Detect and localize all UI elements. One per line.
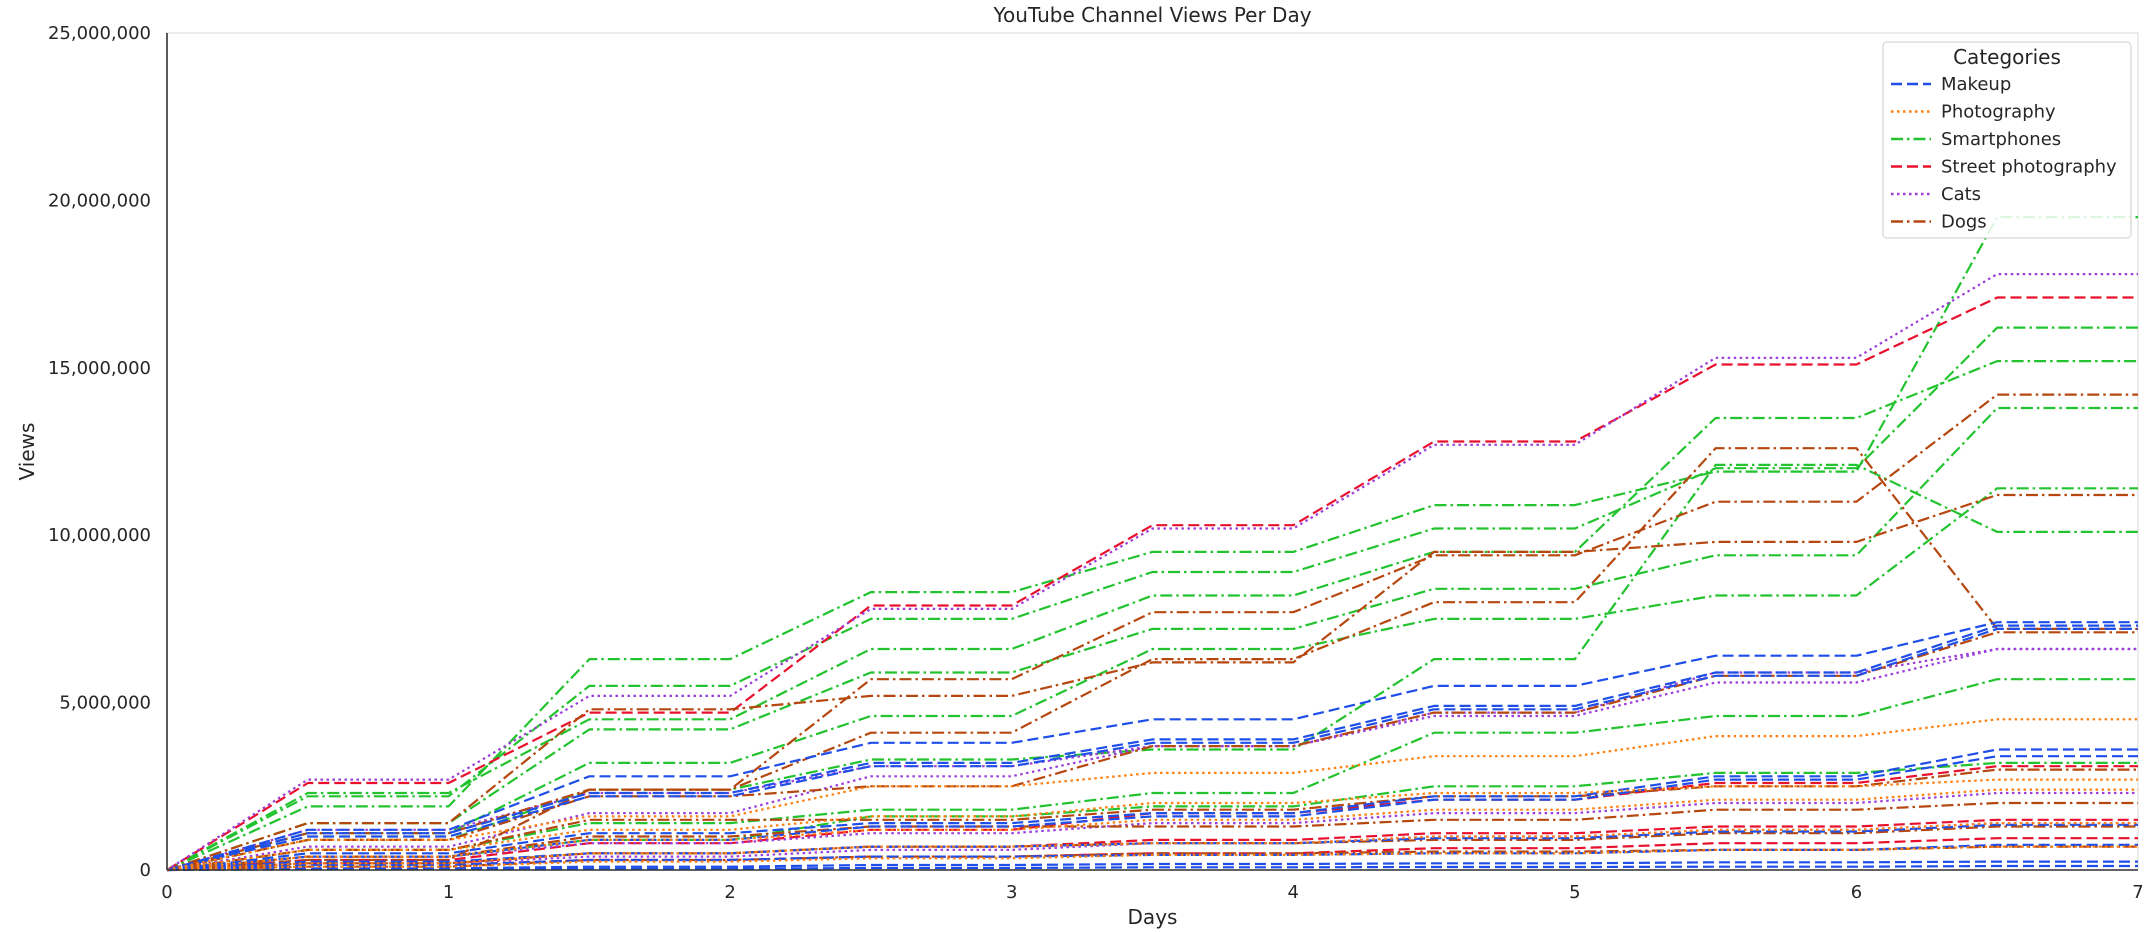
series-line-photography-39 xyxy=(166,845,2138,872)
legend-entries: Makeup Photography Smartphones Street photo… xyxy=(1891,74,2117,233)
x-tick-label: 7 xyxy=(2132,882,2143,903)
y-tick-label: 5,000,000 xyxy=(59,693,151,714)
y-tick-label: 15,000,000 xyxy=(48,358,151,379)
series-line-photography-37 xyxy=(166,788,2138,872)
series-line-makeup-34 xyxy=(166,864,2138,872)
legend: Categories Makeup Photography Smartphones S… xyxy=(1882,41,2132,239)
series-line-street-photography-11 xyxy=(166,818,2138,872)
series-line-dogs-23 xyxy=(166,801,2138,872)
x-tick-label: 5 xyxy=(1569,882,1580,903)
series-line-dogs-24 xyxy=(166,825,2138,872)
x-tick-label: 0 xyxy=(161,882,172,903)
series-line-makeup-33 xyxy=(166,860,2138,872)
series-line-photography-35 xyxy=(166,718,2138,872)
series-line-smartphones-7 xyxy=(166,678,2138,872)
x-tick-labels: 0 1 2 3 4 5 6 7 xyxy=(161,882,2143,903)
series-line-smartphones-6 xyxy=(166,463,2138,872)
y-tick-labels: 0 5,000,000 10,000,000 15,000,000 20,000,000… xyxy=(48,23,151,881)
y-tick-label: 10,000,000 xyxy=(48,525,151,546)
series-line-street-photography-10 xyxy=(166,765,2138,872)
legend-label-cats: Cats xyxy=(1941,184,1981,205)
legend-box xyxy=(1882,41,2132,239)
y-tick-label: 0 xyxy=(140,860,151,881)
series-line-smartphones-5 xyxy=(166,487,2138,872)
series-line-smartphones-2 xyxy=(166,326,2138,871)
series-line-smartphones-3 xyxy=(166,360,2138,871)
series-line-makeup-27 xyxy=(166,624,2138,872)
x-tick-label: 1 xyxy=(443,882,454,903)
x-tick-label: 3 xyxy=(1006,882,1017,903)
series-line-smartphones-4 xyxy=(166,406,2138,872)
series-line-street-photography-9 xyxy=(166,296,2138,871)
legend-label-street-photography: Street photography xyxy=(1941,157,2117,178)
legend-label-dogs: Dogs xyxy=(1941,212,1987,233)
series-line-makeup-26 xyxy=(166,621,2138,872)
series-line-smartphones-8 xyxy=(166,761,2138,872)
y-tick-label: 20,000,000 xyxy=(48,190,151,211)
x-axis-label: Days xyxy=(1128,905,1178,929)
series-line-photography-38 xyxy=(166,821,2138,872)
series-line-makeup-28 xyxy=(166,627,2138,872)
x-tick-label: 4 xyxy=(1288,882,1299,903)
series-line-smartphones-1 xyxy=(166,216,2138,872)
x-tick-label: 6 xyxy=(1851,882,1862,903)
series-line-makeup-29 xyxy=(166,748,2138,872)
legend-label-photography: Photography xyxy=(1941,102,2056,123)
y-tick-label: 25,000,000 xyxy=(48,23,151,44)
chart-title: YouTube Channel Views Per Day xyxy=(992,3,1311,27)
legend-label-smartphones: Smartphones xyxy=(1941,129,2061,150)
series-line-dogs-19 xyxy=(166,493,2138,872)
series-line-cats-13 xyxy=(166,273,2138,871)
legend-label-makeup: Makeup xyxy=(1941,74,2011,95)
series-line-photography-36 xyxy=(166,778,2138,872)
series-line-dogs-20 xyxy=(166,447,2138,872)
series-line-dogs-22 xyxy=(166,768,2138,872)
legend-title: Categories xyxy=(1953,45,2061,69)
x-tick-label: 2 xyxy=(724,882,735,903)
series-line-cats-14 xyxy=(166,647,2138,872)
series-line-dogs-18 xyxy=(166,393,2138,872)
series-line-cats-16 xyxy=(166,791,2138,872)
series-lines xyxy=(166,216,2138,872)
series-line-cats-15 xyxy=(166,647,2138,872)
y-axis-label: Views xyxy=(15,423,39,481)
series-line-makeup-30 xyxy=(166,755,2138,872)
